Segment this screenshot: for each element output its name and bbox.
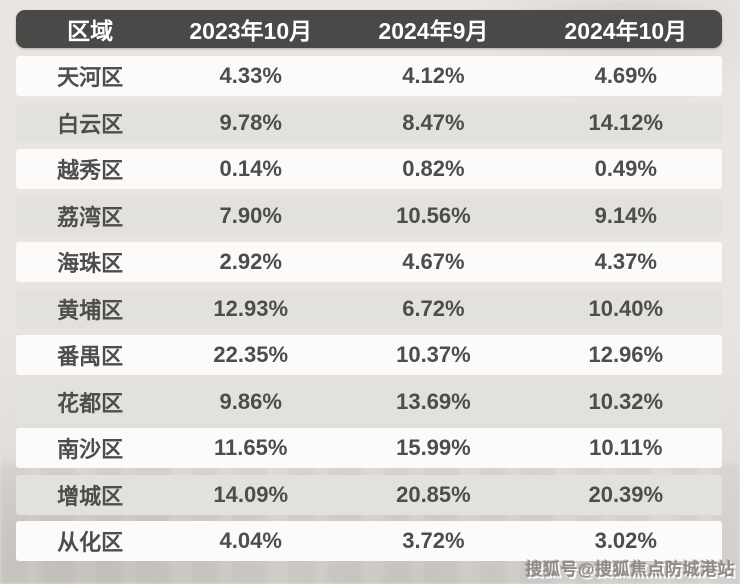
table-row: 天河区 4.33% 4.12% 4.69% — [16, 56, 722, 96]
district-cell: 天河区 — [57, 65, 124, 90]
value-cell: 0.49% — [594, 156, 657, 181]
value-cell: 14.12% — [588, 109, 664, 135]
value-cell: 12.93% — [213, 295, 289, 321]
value-cell: 20.39% — [588, 481, 664, 507]
district-cell: 南沙区 — [57, 437, 124, 462]
value-cell: 10.11% — [589, 435, 663, 460]
value-cell: 10.37% — [396, 342, 471, 367]
table-row: 从化区 4.04% 3.72% 3.02% — [16, 521, 722, 561]
value-cell: 12.96% — [588, 342, 664, 367]
value-cell: 4.69% — [594, 63, 657, 88]
district-cell: 荔湾区 — [57, 204, 124, 230]
value-cell: 4.33% — [219, 63, 282, 88]
district-cell: 白云区 — [57, 111, 124, 137]
value-cell: 22.35% — [213, 342, 289, 367]
value-cell: 3.02% — [594, 528, 657, 553]
value-cell: 13.69% — [396, 388, 471, 414]
value-cell: 4.12% — [402, 63, 465, 88]
watermark: 搜狐号@搜狐焦点防城港站 — [525, 560, 735, 579]
value-cell: 4.67% — [402, 249, 465, 274]
value-cell: 4.04% — [219, 528, 282, 553]
district-cell: 增城区 — [57, 483, 124, 509]
value-cell: 9.78% — [219, 109, 282, 135]
value-cell: 7.90% — [219, 202, 282, 228]
table-row: 番禺区 22.35% 10.37% 12.96% — [16, 335, 722, 375]
value-cell: 20.85% — [396, 481, 471, 507]
value-cell: 8.47% — [402, 109, 465, 135]
table-row: 黄埔区 12.93% 6.72% 10.40% — [16, 288, 722, 329]
table-row: 海珠区 2.92% 4.67% 4.37% — [16, 242, 722, 282]
value-cell: 14.09% — [213, 481, 289, 507]
table-row: 南沙区 11.65% 15.99% 10.11% — [16, 428, 722, 468]
table-row: 白云区 9.78% 8.47% 14.12% — [16, 102, 722, 143]
table-row: 增城区 14.09% 20.85% 20.39% — [16, 474, 722, 515]
district-cell: 黄埔区 — [57, 297, 124, 323]
table-row: 花都区 9.86% 13.69% 10.32% — [16, 381, 722, 422]
district-cell: 海珠区 — [57, 251, 124, 276]
district-cell: 从化区 — [57, 530, 124, 555]
value-cell: 10.56% — [396, 202, 471, 228]
value-cell: 9.14% — [594, 202, 657, 228]
table-row: 越秀区 0.14% 0.82% 0.49% — [16, 149, 722, 189]
table-header-row: 区域 2023年10月 2024年9月 2024年10月 — [16, 10, 722, 48]
value-cell: 6.72% — [402, 295, 465, 321]
value-cell: 10.32% — [588, 388, 664, 414]
header-cell-2024-10: 2024年10月 — [564, 18, 688, 44]
value-cell: 10.40% — [588, 295, 664, 321]
value-cell: 2.92% — [219, 249, 282, 274]
value-cell: 4.37% — [594, 249, 657, 274]
value-cell: 0.82% — [402, 156, 465, 181]
value-cell: 11.65% — [214, 435, 288, 460]
district-cell: 番禺区 — [57, 344, 124, 369]
table-body: 天河区 4.33% 4.12% 4.69% 白云区 9.78% 8.47% 14.12% 越秀区… — [16, 56, 722, 561]
value-cell: 3.72% — [402, 528, 465, 553]
header-cell-2024-09: 2024年9月 — [378, 18, 489, 44]
value-cell: 0.14% — [219, 156, 282, 181]
value-cell: 15.99% — [396, 435, 471, 460]
district-cell: 花都区 — [57, 390, 124, 416]
value-cell: 9.86% — [219, 388, 282, 414]
header-cell-2023-10: 2023年10月 — [189, 18, 313, 44]
header-cell-district: 区域 — [67, 18, 114, 44]
table-row: 荔湾区 7.90% 10.56% 9.14% — [16, 195, 722, 236]
district-cell: 越秀区 — [57, 158, 124, 183]
district-rate-table: 区域 2023年10月 2024年9月 2024年10月 天河区 4.33% 4.1… — [16, 10, 722, 561]
